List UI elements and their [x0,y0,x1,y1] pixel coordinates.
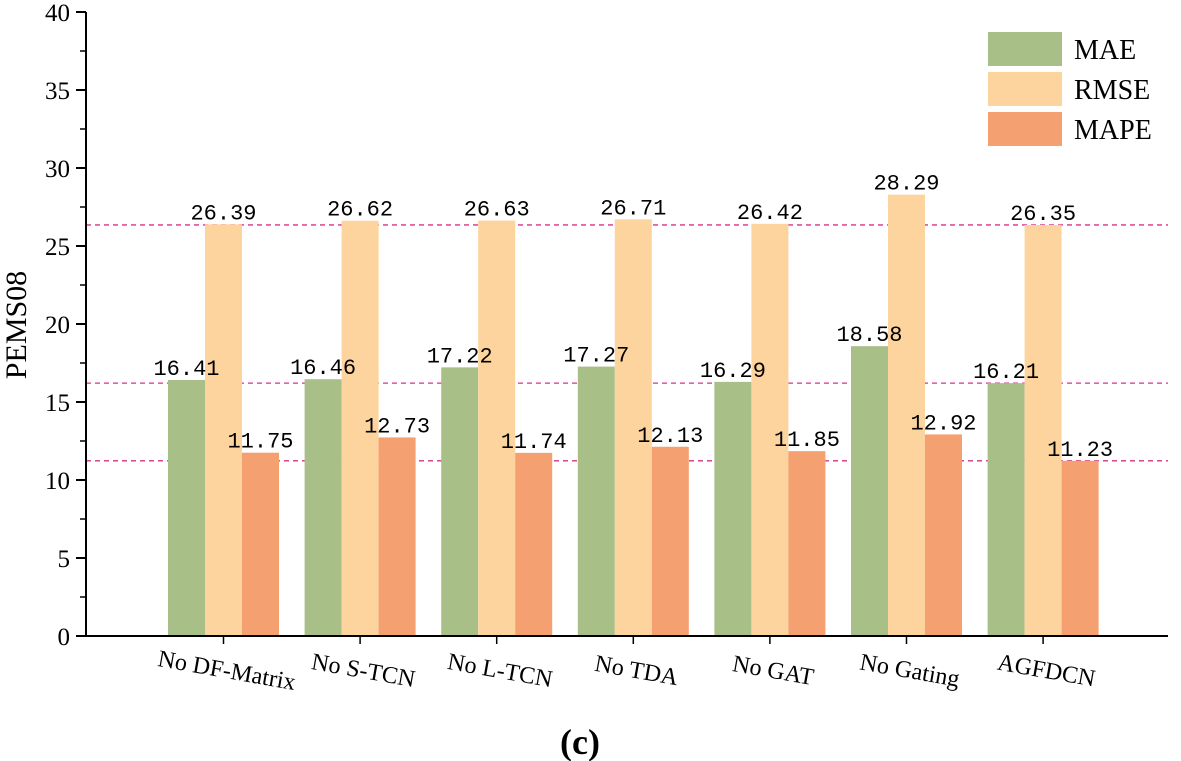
bar-mae-6 [987,383,1025,636]
value-label-rmse-6: 26.35 [1010,202,1076,227]
value-label-mape-3: 12.13 [637,424,703,449]
value-label-mae-3: 17.27 [563,344,629,369]
figure-caption: (c) [560,722,600,761]
bar-mae-5 [851,346,888,636]
value-label-mape-1: 12.73 [364,414,430,439]
x-tick-label-1: No S-TCN [310,649,418,693]
legend-label-mae: MAE [1074,35,1136,66]
value-label-mae-0: 16.41 [153,357,219,382]
value-label-rmse-2: 26.63 [464,198,530,223]
value-label-rmse-5: 28.29 [873,172,939,197]
y-tick-label-3: 15 [45,390,70,417]
x-axis-tick-labels: No DF-Matrix No S-TCN No L-TCN No TDA No GAT… [156,636,1097,696]
bar-mape-4 [788,451,826,636]
y-tick-label-5: 25 [45,234,70,261]
value-label-mae-2: 17.22 [427,344,493,369]
bar-rmse-5 [888,194,925,636]
value-label-mape-6: 11.23 [1047,438,1113,463]
bar-rmse-3 [614,219,652,636]
x-tick-label-6: AGFDCN [995,650,1097,693]
legend-swatch-mae [988,32,1062,66]
value-label-rmse-4: 26.42 [737,201,803,226]
value-label-mape-0: 11.75 [227,430,293,455]
y-tick-label-0: 0 [58,624,71,651]
value-label-rmse-3: 26.71 [600,196,666,221]
bar-rmse-6 [1024,224,1062,636]
value-label-mae-1: 16.46 [290,356,356,381]
legend-swatch-rmse [988,72,1062,106]
value-label-rmse-0: 26.39 [190,201,256,226]
x-tick-label-0: No DF-Matrix [156,646,298,696]
bar-rmse-0 [205,224,242,637]
y-axis-ticks: 0 5 10 15 20 25 30 35 40 [45,0,86,651]
bar-rmse-2 [478,220,516,636]
bar-mape-0 [242,452,279,636]
value-label-mae-4: 16.29 [700,359,766,384]
value-label-mape-5: 12.92 [910,411,976,436]
legend: MAE RMSE MAPE [988,32,1152,146]
bar-rmse-4 [751,223,789,636]
legend-swatch-mape [988,112,1062,146]
bar-mape-3 [651,446,689,636]
value-label-mape-4: 11.85 [774,428,840,453]
y-tick-label-4: 20 [45,312,70,339]
value-label-rmse-1: 26.62 [327,198,393,223]
value-label-mae-5: 18.58 [836,323,902,348]
bar-mae-2 [441,367,479,636]
bar-mae-1 [304,379,342,636]
bar-series [168,194,1099,637]
x-tick-label-5: No Gating [858,650,962,693]
y-tick-label-8: 40 [45,0,70,27]
bar-mae-0 [168,380,205,636]
bar-mae-4 [714,381,752,636]
bar-mape-2 [515,452,553,636]
bar-rmse-1 [341,220,379,636]
y-axis-label: PEMS08 [0,271,33,379]
legend-label-mape: MAPE [1074,115,1152,146]
value-label-mae-6: 16.21 [973,360,1039,385]
legend-label-rmse: RMSE [1074,75,1150,106]
value-labels: 16.41 26.39 11.75 16.46 26.62 12.73 17.22 26.63… [153,172,1113,463]
x-tick-label-2: No L-TCN [445,649,554,693]
bar-mae-3 [577,366,615,636]
x-tick-label-4: No GAT [730,651,816,691]
value-label-mape-2: 11.74 [501,430,567,455]
y-tick-label-7: 35 [45,78,70,105]
x-tick-label-3: No TDA [593,651,681,691]
y-tick-label-6: 30 [45,156,70,183]
bar-mape-5 [925,434,962,636]
bar-mape-1 [378,437,416,636]
y-tick-label-1: 5 [58,546,71,573]
y-tick-label-2: 10 [45,468,70,495]
bar-mape-6 [1061,460,1099,636]
